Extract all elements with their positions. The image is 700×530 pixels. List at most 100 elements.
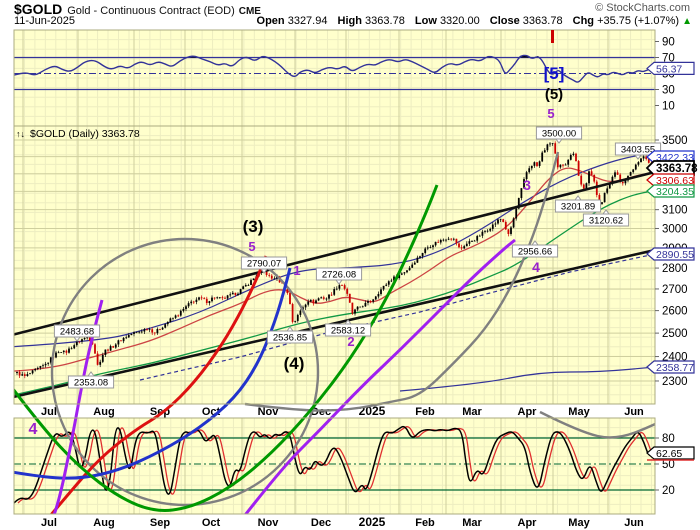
wave-label: (4) <box>284 354 305 373</box>
green-parabola-annotation <box>14 184 439 512</box>
last-value-box-label: 2890.55 <box>656 249 694 261</box>
red-tick-marker <box>551 30 554 43</box>
last-value-box-label: 3204.35 <box>656 186 694 198</box>
wave-label: 4 <box>29 421 38 438</box>
month-label: Feb <box>415 406 435 418</box>
candlesticks <box>16 141 653 379</box>
wave-label: 5 <box>248 239 255 254</box>
callout-label: 2483.68 <box>60 327 94 338</box>
rsi-tick-label: 30 <box>662 85 675 97</box>
price-tick-label: 2600 <box>662 306 688 318</box>
callout-label: 2790.07 <box>247 259 281 270</box>
price-tick-label: 3100 <box>662 205 688 217</box>
low-label: Low <box>414 15 437 27</box>
rsi-panel <box>14 54 655 91</box>
callout-label: 2536.85 <box>273 333 307 344</box>
month-label: Sep <box>150 517 170 529</box>
month-label: Apr <box>518 517 538 529</box>
price-tick-label: 3500 <box>662 135 688 147</box>
month-label: Nov <box>258 406 280 418</box>
last-value-box-label: 62.65 <box>656 448 682 460</box>
stoch-tick-label: 50 <box>662 459 675 471</box>
month-label: Jul <box>41 406 57 418</box>
close-value: 3363.78 <box>522 15 563 27</box>
purple-parabola-annotation <box>244 238 516 514</box>
month-label: May <box>568 406 590 418</box>
rsi-line <box>14 54 655 83</box>
gray-parabola-annotation <box>244 151 560 412</box>
callout-label: 3201.89 <box>561 202 595 213</box>
rsi-tick-label: 70 <box>662 53 675 65</box>
elliott-wave-labels: (3) 5 1 2 (4) 3 4 4 5 (5) [5] <box>29 30 565 438</box>
month-label: 2025 <box>359 515 386 529</box>
last-value-box-label: 2358.77 <box>656 362 694 374</box>
month-label: Nov <box>258 517 280 529</box>
month-label: Mar <box>462 517 482 529</box>
symbol-description: Gold - Continuous Contract (EOD) <box>67 5 235 17</box>
price-tick-label: 3000 <box>662 223 688 235</box>
gray-circle-annotation <box>50 237 320 507</box>
month-label: Jun <box>624 517 644 529</box>
x-axis-strips: JulJulAugAugSepSepOctOctNovNovDecDec2025… <box>0 404 700 530</box>
scale-toggle-icon: ↑↓ <box>16 129 25 139</box>
close-label: Close <box>489 15 520 27</box>
stoch-tick-label: 80 <box>662 433 675 445</box>
panel-frames <box>13 29 656 515</box>
month-label: Jul <box>41 517 57 529</box>
long-term-support-line <box>399 366 655 392</box>
stoch-k-line <box>14 425 655 504</box>
callout-label: 3120.62 <box>589 216 623 227</box>
month-label: May <box>568 517 590 529</box>
high-value: 3363.78 <box>365 15 405 27</box>
red-moving-average <box>14 167 655 372</box>
chart-date: 11-Jun-2025 <box>14 15 75 27</box>
wave-label: (3) <box>243 217 264 236</box>
y-axis-labels: 3500340033003200310030002900280027002600… <box>655 37 688 497</box>
chart-header: $GOLD Gold - Continuous Contract (EOD) CME… <box>0 0 700 28</box>
wave-label: (5) <box>545 86 563 103</box>
month-label: Dec <box>311 406 331 418</box>
exchange: CME <box>238 6 261 17</box>
last-value-box-label: 3306.63 <box>656 175 694 187</box>
rsi-tick-label: 90 <box>662 37 675 49</box>
callout-label: 2956.66 <box>518 247 552 258</box>
title-line: $GOLD Gold - Continuous Contract (EOD) CME <box>14 1 261 19</box>
up-arrow-icon: ▲ <box>682 16 692 27</box>
callout-label: 2583.12 <box>331 326 365 337</box>
wave-label: [5] <box>544 64 565 83</box>
ohlc-quote: Open 3327.94 High 3363.78 Low 3320.00 Cl… <box>250 15 692 27</box>
open-value: 3327.94 <box>287 15 328 27</box>
purple-left-curve-annotation <box>52 299 104 514</box>
wave-label: 2 <box>347 334 354 349</box>
callout-label: 3403.55 <box>621 145 655 156</box>
copyright-link[interactable]: © StockCharts.com <box>595 2 690 14</box>
red-parabola-annotation <box>49 255 268 514</box>
last-value-boxes: 3422.333363.783306.633204.352890.552358.… <box>645 61 698 461</box>
month-label: Feb <box>415 517 435 529</box>
callout-label: 3500.00 <box>542 129 576 140</box>
month-label: Mar <box>462 406 482 418</box>
callout-label: 2353.08 <box>74 378 108 389</box>
blue-parabola-annotation <box>14 267 292 480</box>
open-label: Open <box>256 15 285 27</box>
price-tick-label: 2700 <box>662 284 688 296</box>
price-tick-label: 2800 <box>662 263 688 275</box>
price-tick-label: 2500 <box>662 328 688 340</box>
last-value-box-label: 56.37 <box>656 63 682 75</box>
month-label: Apr <box>518 406 538 418</box>
stoch-tick-label: 20 <box>662 485 675 497</box>
high-label: High <box>337 15 362 27</box>
lower-envelope-dashed-line <box>139 253 655 381</box>
price-callouts: 3500.00 3403.55 3201.89 3120.62 2956.66 2790.… <box>53 126 662 389</box>
price-tick-label: 2300 <box>662 376 688 388</box>
rsi-tick-label: 10 <box>662 101 675 113</box>
annotation-curves <box>14 151 655 514</box>
main-title-label: $GOLD (Daily) 3363.78 <box>30 128 140 140</box>
month-label: Dec <box>311 517 331 529</box>
month-label: Jun <box>624 406 644 418</box>
chg-value: +35.75 (+1.07%) <box>597 15 680 27</box>
last-value-box-label: 3363.78 <box>656 163 698 175</box>
wave-label: 3 <box>523 177 531 193</box>
